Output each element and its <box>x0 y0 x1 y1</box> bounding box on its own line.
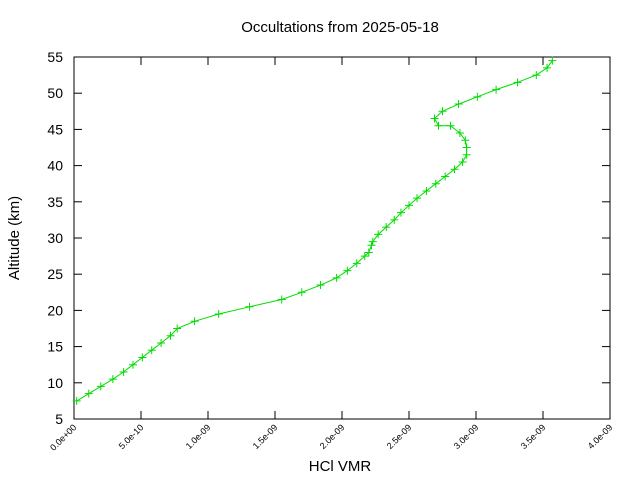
data-point-marker <box>374 230 383 239</box>
data-point-marker <box>441 172 450 181</box>
chart-title: Occultations from 2025-05-18 <box>241 19 439 36</box>
data-point-marker <box>119 367 128 376</box>
data-point-marker <box>543 63 552 72</box>
y-tick-label: 35 <box>47 194 63 210</box>
data-point-marker <box>431 179 440 188</box>
data-point-marker <box>461 136 470 145</box>
data-point-marker <box>277 295 286 304</box>
data-point-marker <box>438 107 447 116</box>
data-point-marker <box>147 346 156 355</box>
data-point-marker <box>454 100 463 109</box>
data-point-marker <box>455 129 464 138</box>
data-point-marker <box>128 360 137 369</box>
x-tick-label: 1.0e-09 <box>184 422 213 451</box>
data-point-marker <box>492 85 501 94</box>
y-tick-label: 45 <box>47 121 63 137</box>
y-axis-label: Altitude (km) <box>6 196 23 280</box>
data-point-marker <box>332 273 341 282</box>
data-point-marker <box>245 302 254 311</box>
data-point-marker <box>190 317 199 326</box>
data-point-marker <box>352 259 361 268</box>
data-point-marker <box>214 310 223 319</box>
series-line <box>76 60 553 402</box>
data-point-marker <box>413 194 422 203</box>
data-point-marker <box>84 389 93 398</box>
y-tick-label: 30 <box>47 230 63 246</box>
data-point-marker <box>473 92 482 101</box>
y-tick-label: 50 <box>47 85 63 101</box>
data-point-marker <box>166 331 175 340</box>
data-point-marker <box>390 215 399 224</box>
x-tick-label: 4.0e-09 <box>586 422 615 451</box>
y-tick-label: 10 <box>47 375 63 391</box>
data-point-marker <box>297 288 306 297</box>
data-point-marker <box>343 266 352 275</box>
y-tick-label: 25 <box>47 266 63 282</box>
x-tick-label: 3.0e-09 <box>452 422 481 451</box>
data-point-marker <box>446 121 455 130</box>
data-point-marker <box>382 223 391 232</box>
data-point-marker <box>316 281 325 290</box>
data-point-marker <box>108 375 117 384</box>
data-point-marker <box>462 143 471 152</box>
x-axis: 0.0e+00 5.0e-10 1.0e-09 1.5e-09 2.0e-09 2.5e-… <box>48 57 614 453</box>
series-layer <box>72 56 557 405</box>
data-point-marker <box>548 56 557 65</box>
data-point-marker <box>532 71 541 80</box>
data-point-marker <box>430 114 439 123</box>
data-point-marker <box>367 241 376 250</box>
data-point-marker <box>396 208 405 217</box>
y-axis: 5 10 15 20 25 30 35 40 45 50 55 <box>47 49 610 427</box>
y-tick-label: 5 <box>55 411 63 427</box>
y-tick-label: 40 <box>47 158 63 174</box>
data-point-marker <box>368 237 377 246</box>
x-axis-label: HCl VMR <box>309 458 372 475</box>
x-tick-label: 5.0e-10 <box>117 422 146 451</box>
data-point-marker <box>434 121 443 130</box>
data-point-marker <box>462 150 471 159</box>
data-point-marker <box>360 252 369 261</box>
data-point-marker <box>405 201 413 210</box>
data-point-marker <box>450 165 459 174</box>
data-point-marker <box>138 353 147 362</box>
y-tick-label: 15 <box>47 339 63 355</box>
data-point-marker <box>513 78 522 87</box>
x-tick-label: 1.5e-09 <box>251 422 280 451</box>
data-point-marker <box>364 248 373 257</box>
data-point-marker <box>157 338 166 347</box>
x-tick-label: 0.0e+00 <box>48 422 78 452</box>
y-tick-label: 20 <box>47 302 63 318</box>
data-point-marker <box>422 186 431 195</box>
x-tick-label: 3.5e-09 <box>519 422 548 451</box>
x-tick-label: 2.5e-09 <box>385 422 414 451</box>
data-point-marker <box>96 382 105 391</box>
x-tick-label: 2.0e-09 <box>318 422 347 451</box>
data-point-marker <box>72 396 81 405</box>
plot-frame <box>73 56 611 420</box>
data-point-marker <box>173 324 182 333</box>
y-tick-label: 55 <box>47 49 63 65</box>
data-point-marker <box>458 157 467 166</box>
